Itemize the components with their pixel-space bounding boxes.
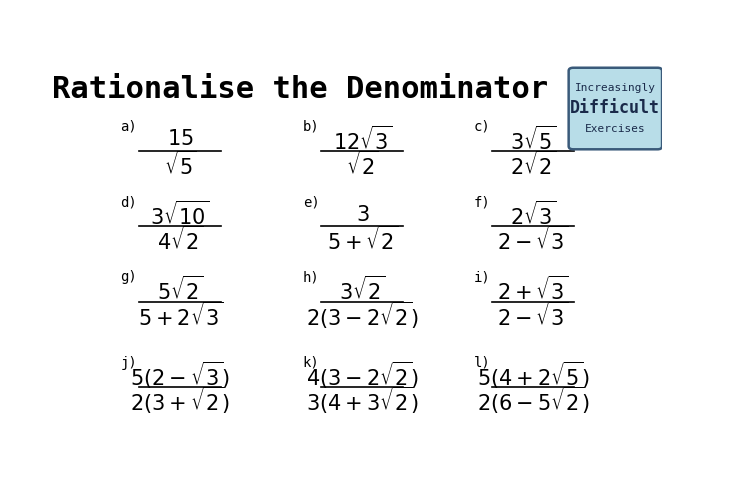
Text: $2(3 - 2\sqrt{2})$: $2(3 - 2\sqrt{2})$ (306, 299, 419, 330)
Text: $2\sqrt{3}$: $2\sqrt{3}$ (510, 200, 556, 228)
Text: $12\sqrt{3}$: $12\sqrt{3}$ (333, 125, 392, 153)
Text: g): g) (121, 270, 137, 284)
Text: $3\sqrt{2}$: $3\sqrt{2}$ (340, 276, 386, 304)
Text: $5(4 + 2\sqrt{5})$: $5(4 + 2\sqrt{5})$ (477, 359, 589, 390)
Text: Difficult: Difficult (570, 98, 660, 116)
Text: $4(3 - 2\sqrt{2})$: $4(3 - 2\sqrt{2})$ (306, 359, 419, 390)
Text: l): l) (473, 355, 490, 369)
Text: f): f) (473, 195, 490, 209)
Text: $5 + 2\sqrt{3}$: $5 + 2\sqrt{3}$ (137, 301, 223, 329)
Text: $3\sqrt{5}$: $3\sqrt{5}$ (510, 125, 556, 153)
Text: j): j) (121, 355, 137, 369)
Text: Rationalise the Denominator: Rationalise the Denominator (51, 75, 548, 104)
FancyBboxPatch shape (569, 69, 662, 150)
Text: $3(4 + 3\sqrt{2})$: $3(4 + 3\sqrt{2})$ (306, 384, 419, 415)
Text: $2 - \sqrt{3}$: $2 - \sqrt{3}$ (498, 301, 569, 329)
Text: $3$: $3$ (356, 204, 369, 224)
Text: a): a) (121, 119, 137, 133)
Text: d): d) (121, 195, 137, 209)
Text: c): c) (473, 119, 490, 133)
Text: k): k) (303, 355, 320, 369)
Text: $5\sqrt{2}$: $5\sqrt{2}$ (157, 276, 204, 304)
Text: $5 + \sqrt{2}$: $5 + \sqrt{2}$ (326, 225, 398, 254)
Text: $4\sqrt{2}$: $4\sqrt{2}$ (157, 225, 204, 254)
Text: h): h) (303, 270, 320, 284)
Text: $15$: $15$ (167, 129, 193, 149)
Text: e): e) (303, 195, 320, 209)
Text: b): b) (303, 119, 320, 133)
Text: $2(6 - 5\sqrt{2})$: $2(6 - 5\sqrt{2})$ (477, 384, 589, 415)
Text: $\sqrt{2}$: $\sqrt{2}$ (346, 150, 379, 178)
Text: $3\sqrt{10}$: $3\sqrt{10}$ (151, 200, 210, 228)
Text: $2 + \sqrt{3}$: $2 + \sqrt{3}$ (498, 276, 569, 304)
Text: Exercises: Exercises (585, 124, 646, 134)
Text: $\sqrt{5}$: $\sqrt{5}$ (164, 150, 197, 178)
Text: i): i) (473, 270, 490, 284)
Text: Increasingly: Increasingly (575, 83, 656, 93)
Text: $2 - \sqrt{3}$: $2 - \sqrt{3}$ (498, 225, 569, 254)
Text: $2(3 + \sqrt{2})$: $2(3 + \sqrt{2})$ (130, 384, 230, 415)
Text: $5(2 - \sqrt{3})$: $5(2 - \sqrt{3})$ (130, 359, 230, 390)
Text: $2\sqrt{2}$: $2\sqrt{2}$ (510, 150, 556, 178)
